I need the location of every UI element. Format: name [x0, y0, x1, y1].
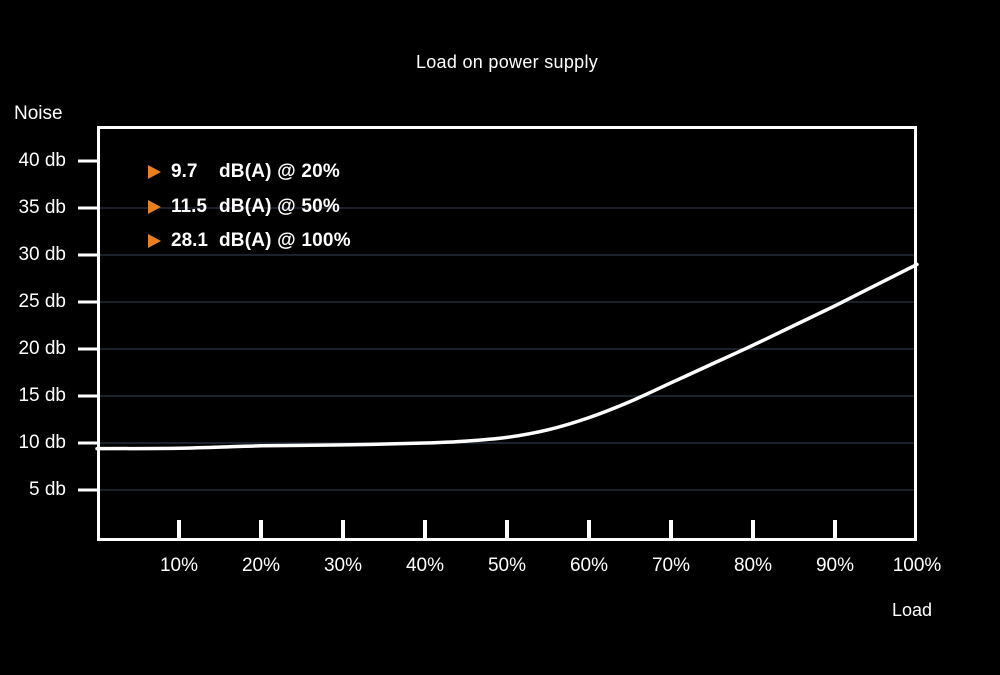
- y-axis-title: Noise: [14, 103, 63, 124]
- y-tick-label: 40 db: [18, 150, 66, 171]
- x-tick-label: 30%: [323, 555, 363, 576]
- x-tick-label: 10%: [159, 555, 199, 576]
- plot-border: [97, 126, 917, 541]
- x-tick-label: 100%: [892, 555, 942, 576]
- annotation-row: 9.7 dB(A) @ 20%: [148, 160, 351, 184]
- x-tick-label: 20%: [241, 555, 281, 576]
- annotation-label: dB(A) @ 100%: [219, 230, 351, 251]
- y-tick-label: 15 db: [18, 385, 66, 406]
- x-tick-label: 90%: [815, 555, 855, 576]
- annotation-label: dB(A) @ 50%: [219, 195, 341, 217]
- x-tick-label: 70%: [651, 555, 691, 576]
- x-tick-label: 50%: [487, 555, 527, 576]
- y-tick-label: 5 db: [29, 479, 66, 500]
- x-tick-label: 60%: [569, 555, 609, 576]
- arrow-right-icon: [148, 165, 161, 179]
- arrow-right-icon: [148, 199, 161, 214]
- chart-title: Load on power supply: [415, 52, 599, 72]
- annotation-value: 11.5: [171, 195, 207, 217]
- annotation-value: 9.7: [171, 161, 198, 182]
- x-tick-label: 80%: [733, 555, 773, 576]
- y-tick-label: 25 db: [18, 291, 66, 312]
- x-tick-label: 40%: [405, 555, 445, 576]
- arrow-right-icon: [148, 234, 161, 248]
- noise-curve: [95, 262, 919, 451]
- annotation-value: 28.1: [171, 230, 208, 251]
- x-axis-title: Load: [891, 600, 933, 620]
- y-tick-label: 35 db: [18, 197, 66, 218]
- y-tick-label: 30 db: [18, 244, 66, 265]
- y-tick-label: 10 db: [18, 432, 66, 453]
- annotation-row: 28.1 dB(A) @ 100%: [148, 229, 351, 253]
- y-tick-label: 20 db: [18, 338, 66, 359]
- annotation-row: 11.5 dB(A) @ 50%: [148, 195, 351, 219]
- annotation-label: dB(A) @ 20%: [219, 161, 341, 182]
- annotation-list: 9.7 dB(A) @ 20% 11.5 dB(A) @ 50% 28.1 dB…: [148, 160, 351, 264]
